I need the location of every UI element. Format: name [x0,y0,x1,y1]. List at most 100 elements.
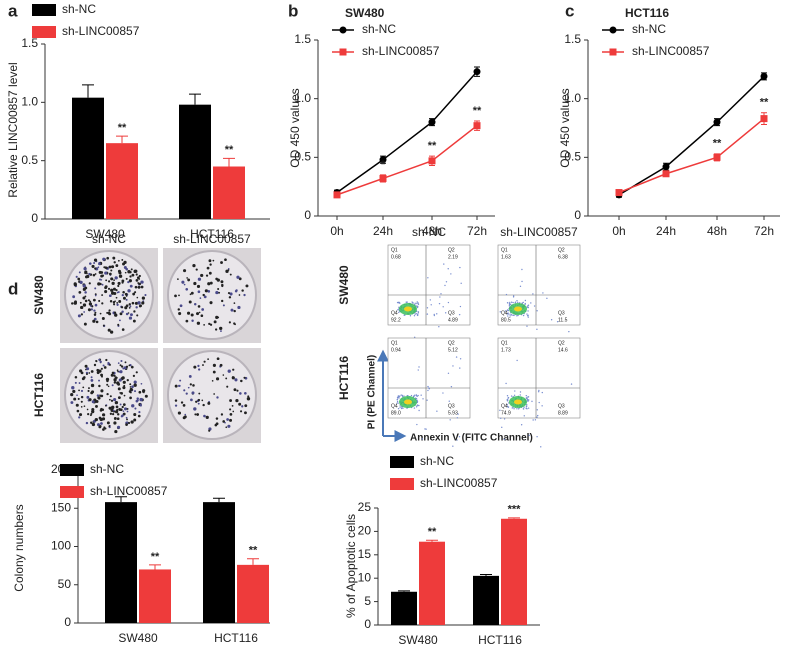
legend-marker [339,48,347,56]
colony [134,285,138,289]
colony [246,397,251,401]
colony [230,308,234,312]
quadrant-value: 80.5 [501,317,511,323]
colony [122,410,125,412]
event [416,404,419,406]
error-bar [480,573,492,576]
colony [136,296,139,299]
event [417,369,419,371]
colony [229,273,232,276]
colony [207,282,211,286]
event [416,306,419,309]
event [509,303,512,306]
x-tick-label: 48h [422,224,442,238]
event [504,310,507,312]
colony [139,397,143,402]
colony [94,267,97,270]
colony [126,418,128,421]
colony [78,389,80,392]
colony [227,292,231,295]
colony [124,292,128,296]
colony [209,263,212,266]
colony [183,269,187,273]
marker [379,156,387,164]
event [399,395,401,397]
event [540,446,542,448]
colony [209,323,213,326]
colony [220,280,224,284]
bar [106,143,138,219]
colony [225,377,228,380]
event [449,419,451,421]
colony [244,391,247,395]
colony [122,380,126,384]
colony [80,389,84,393]
colony [128,316,133,320]
colony [197,364,200,368]
chart-title: HCT116 [625,6,669,20]
colony [105,358,108,362]
panel-letter: a [8,1,18,20]
colony [115,289,118,292]
event [530,302,532,304]
bar [419,541,445,625]
colony [90,379,94,382]
event [507,309,510,312]
quadrant-name: Q1 [391,340,398,346]
colony [202,293,205,297]
legend-swatch [60,486,84,498]
event [506,405,509,407]
event [455,356,458,358]
colony [123,266,127,270]
colony [125,298,128,301]
colony [194,413,197,416]
bar [179,104,211,219]
colony [186,311,191,315]
colony [133,383,137,387]
bar [391,591,417,625]
colony [105,266,108,270]
event [510,301,513,303]
colony [140,280,144,284]
colony [108,294,112,298]
colony [112,412,115,416]
colony [84,299,88,303]
event [433,313,435,316]
colony [197,402,200,405]
event [512,314,514,316]
colony [226,385,229,388]
colony [80,305,84,310]
colony [205,415,209,419]
colony [126,379,129,382]
colony [189,383,192,386]
colony [136,314,139,317]
event [503,418,506,420]
colony [80,313,84,316]
colony [215,422,219,426]
colony [235,289,238,292]
x-tick-label: 24h [656,224,676,238]
x-tick-label: SW480 [118,631,158,645]
event [457,413,459,415]
event [546,297,548,300]
colony [93,258,98,262]
event [459,305,462,308]
colony [192,384,195,387]
colony [112,409,115,412]
flow-x-label: Annexin V (FITC Channel) [410,433,533,444]
colony [99,417,103,422]
colony [189,293,192,296]
significance: ** [118,122,127,134]
colony [228,296,232,299]
marker [662,163,670,171]
event [511,407,513,409]
colony [135,306,138,309]
event [521,302,523,304]
colony [208,259,212,263]
colony [125,277,128,280]
colony [75,403,79,407]
colony [200,314,204,318]
colony [118,274,123,278]
colony [211,380,214,382]
